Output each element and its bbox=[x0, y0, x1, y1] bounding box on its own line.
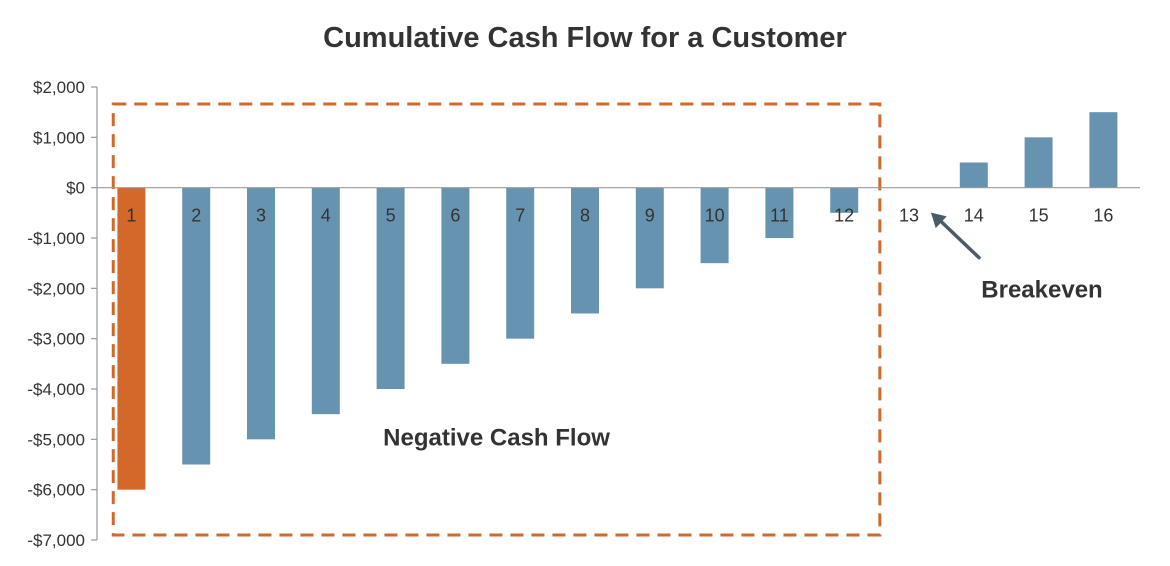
x-tick-label-7: 7 bbox=[515, 206, 525, 226]
bar-11 bbox=[765, 187, 794, 238]
x-tick-label-16: 16 bbox=[1093, 206, 1113, 226]
x-tick-label-13: 13 bbox=[899, 206, 919, 226]
bar-5 bbox=[376, 187, 405, 389]
y-tick-label: $0 bbox=[66, 179, 85, 198]
bar-3 bbox=[247, 187, 275, 440]
breakeven-arrow-head bbox=[931, 212, 947, 229]
x-tick-label-12: 12 bbox=[834, 206, 854, 226]
y-tick-label: -$6,000 bbox=[27, 481, 85, 500]
x-tick-label-11: 11 bbox=[770, 206, 789, 226]
bar-9 bbox=[635, 187, 664, 289]
negative-cash-flow-box bbox=[111, 102, 882, 537]
annotation-layer: Negative Cash Flow Breakeven bbox=[383, 212, 1103, 451]
y-tick-label: -$4,000 bbox=[27, 380, 85, 399]
x-tick-label-8: 8 bbox=[580, 206, 590, 226]
x-tick-label-1: 1 bbox=[126, 206, 136, 226]
y-axis: $2,000 $1,000 $0 -$1,000 -$2,000 -$3,000 -$4,0… bbox=[27, 78, 98, 550]
x-tick-label-2: 2 bbox=[191, 206, 201, 226]
x-tick-label-14: 14 bbox=[964, 206, 984, 226]
y-tick-label: -$7,000 bbox=[27, 531, 85, 550]
x-tick-layer: 1 2 3 4 5 6 7 8 9 10 11 12 13 14 15 16 bbox=[126, 206, 1113, 226]
bar-6 bbox=[441, 187, 470, 364]
x-tick-label-6: 6 bbox=[450, 206, 460, 226]
y-tick-label: -$5,000 bbox=[27, 430, 85, 449]
x-tick-label-9: 9 bbox=[645, 206, 655, 226]
breakeven-label: Breakeven bbox=[981, 277, 1102, 304]
y-tick-label: -$1,000 bbox=[27, 229, 85, 248]
breakeven-arrow bbox=[935, 215, 981, 260]
bar-12 bbox=[830, 187, 859, 213]
bar-1 bbox=[117, 187, 146, 490]
bar-2 bbox=[182, 187, 211, 465]
x-tick-label-3: 3 bbox=[256, 206, 266, 226]
bar-10 bbox=[700, 187, 729, 264]
y-tick-label: $1,000 bbox=[33, 128, 85, 147]
x-tick-label-4: 4 bbox=[321, 206, 331, 226]
bar-layer bbox=[117, 112, 1118, 490]
chart-title: Cumulative Cash Flow for a Customer bbox=[323, 22, 847, 54]
bar-4 bbox=[311, 187, 340, 415]
bar-8 bbox=[571, 187, 599, 314]
x-tick-label-15: 15 bbox=[1029, 206, 1049, 226]
y-tick-label: -$2,000 bbox=[27, 279, 85, 298]
bar-15 bbox=[1024, 137, 1053, 188]
negative-cash-flow-box-layer bbox=[111, 102, 882, 537]
x-tick-label-10: 10 bbox=[705, 206, 725, 226]
negative-cash-flow-label: Negative Cash Flow bbox=[383, 424, 610, 451]
bar-16 bbox=[1089, 112, 1118, 188]
y-tick-label: $2,000 bbox=[33, 78, 85, 97]
y-tick-label: -$3,000 bbox=[27, 330, 85, 349]
bar-14 bbox=[959, 162, 988, 188]
x-tick-label-5: 5 bbox=[386, 206, 396, 226]
bar-7 bbox=[506, 187, 535, 339]
